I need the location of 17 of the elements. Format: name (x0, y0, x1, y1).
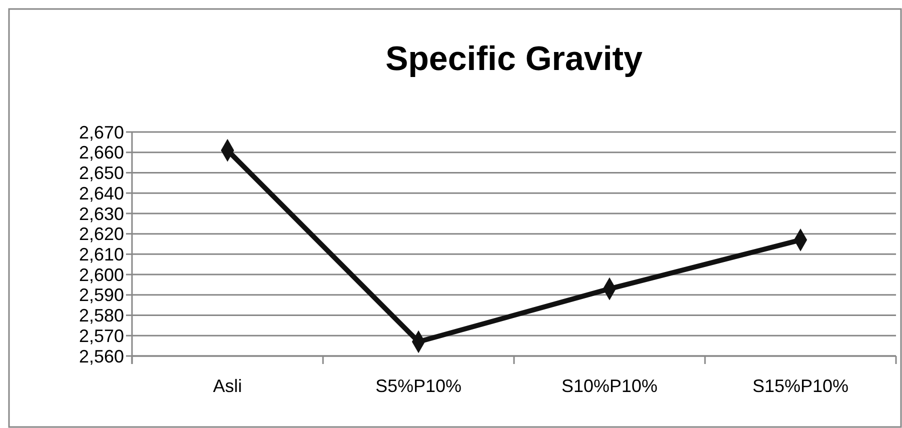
y-tick-label: 2,560 (78, 346, 124, 366)
y-tick-label: 2,570 (78, 326, 124, 346)
y-tick-label: 2,610 (78, 244, 124, 264)
x-tick-label: S5%P10% (375, 376, 462, 396)
y-tick-label: 2,600 (78, 264, 124, 285)
y-tick-label: 2,630 (78, 204, 124, 224)
x-tick-label: S15%P10% (752, 376, 849, 396)
y-tick-label: 2,650 (78, 163, 124, 184)
y-tick-label: 2,660 (78, 142, 124, 163)
x-tick-label: S10%P10% (561, 376, 658, 396)
y-tick-label: 2,640 (78, 183, 124, 204)
y-tick-label: 2,590 (78, 285, 124, 306)
chart-title: Specific Gravity (385, 40, 643, 78)
x-tick-label: Asli (212, 376, 242, 396)
y-tick-label: 2,620 (78, 224, 124, 244)
y-tick-label: 2,670 (78, 122, 124, 142)
y-tick-label: 2,580 (78, 306, 124, 326)
